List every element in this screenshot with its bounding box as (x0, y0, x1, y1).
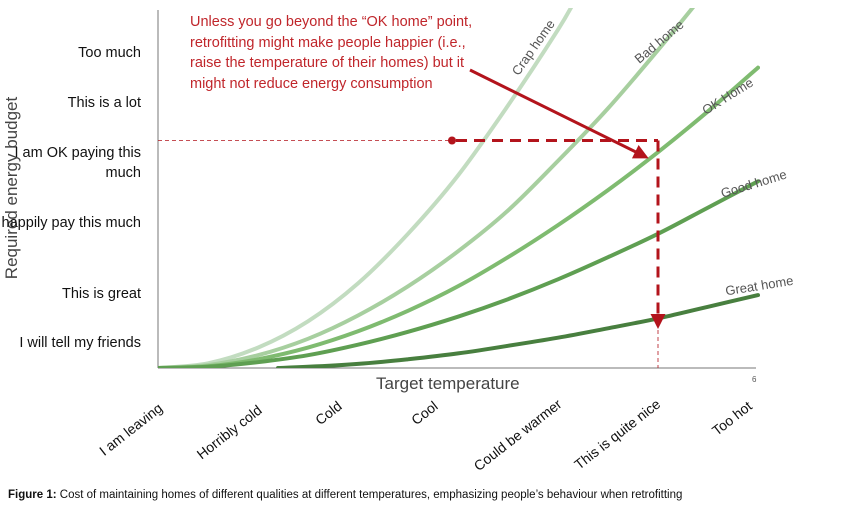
series-line-bad-home (158, 8, 696, 368)
y-tick-label-happily-pay: I happily pay this much (0, 215, 141, 231)
figure-caption: Figure 1: Cost of maintaining homes of d… (8, 489, 682, 501)
caption-text: Cost of maintaining homes of different q… (56, 489, 683, 501)
series-line-ok-home (158, 65, 760, 368)
annotation-arrow (469, 68, 649, 159)
y-tick-label-ok-paying: I am OK paying this much (14, 145, 141, 181)
series-label-ok-home: OK Home (699, 75, 755, 118)
caption-label: Figure 1: (8, 489, 57, 501)
series-line-great-home (276, 293, 760, 368)
y-tick-label-this-is-great: This is great (62, 286, 141, 302)
series-label-bad-home: Bad home (632, 17, 687, 67)
series-line-crap-home (158, 8, 574, 368)
y-tick-label-this-is-a-lot: This is a lot (67, 95, 141, 111)
y-tick-label-too-much: Too much (78, 45, 141, 61)
crap-home-point (448, 136, 456, 145)
y-tick-label-tell-friends: I will tell my friends (19, 335, 141, 351)
series-line-good-home (158, 179, 760, 368)
x-axis-title: Target temperature (376, 374, 520, 393)
series-label-good-home: Good home (719, 167, 788, 201)
guide-lines (158, 68, 666, 368)
page-number: 6 (752, 375, 757, 384)
annotation-text: Unless you go beyond the “OK home” point… (190, 14, 473, 92)
